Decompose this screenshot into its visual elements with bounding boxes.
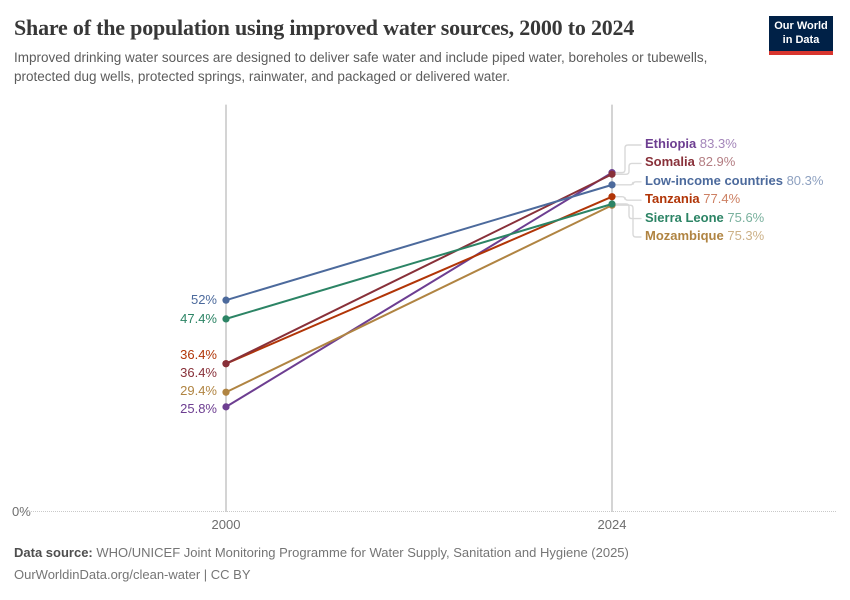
logo-line1: Our World	[774, 20, 828, 32]
series-end-point-somalia[interactable]	[608, 170, 616, 178]
series-line-mozambique[interactable]	[225, 204, 613, 394]
label-connector-tanzania	[615, 195, 642, 201]
data-source-line: Data source: WHO/UNICEF Joint Monitoring…	[14, 542, 629, 564]
series-start-point-somalia[interactable]	[222, 360, 230, 368]
chart-footer: Data source: WHO/UNICEF Joint Monitoring…	[14, 542, 629, 586]
x-tick-2024: 2024	[597, 517, 627, 532]
series-start-value-low-income-countries[interactable]: 52%	[190, 292, 217, 308]
chart-title: Share of the population using improved w…	[14, 15, 635, 40]
series-line-ethiopia[interactable]	[225, 171, 613, 408]
series-name: Somalia	[645, 154, 695, 170]
series-end-point-tanzania[interactable]	[608, 193, 616, 201]
series-start-value-mozambique[interactable]: 29.4%	[180, 382, 217, 398]
series-start-value-somalia[interactable]: 36.4%	[180, 364, 217, 380]
series-name: Ethiopia	[645, 136, 697, 151]
label-connector-mozambique	[615, 204, 642, 238]
series-end-point-low-income-countries[interactable]	[608, 181, 616, 189]
series-start-point-mozambique[interactable]	[222, 388, 230, 396]
series-line-tanzania[interactable]	[225, 195, 613, 365]
chart-subtitle: Improved drinking water sources are desi…	[14, 50, 708, 85]
series-start-point-ethiopia[interactable]	[222, 403, 230, 411]
series-start-point-sierra-leone[interactable]	[222, 315, 230, 323]
series-start-point-low-income-countries[interactable]	[222, 296, 230, 304]
series-end-point-sierra-leone[interactable]	[608, 200, 616, 208]
owid-logo[interactable]: Our World in Data	[769, 16, 833, 55]
series-start-value-sierra-leone[interactable]: 47.4%	[180, 310, 217, 326]
series-end-value: 75.6%	[723, 209, 765, 225]
series-name: Mozambique	[645, 228, 724, 243]
label-connector-sierra-leone	[615, 203, 642, 220]
series-end-value: 82.9%	[694, 154, 736, 170]
series-start-value-tanzania[interactable]: 36.4%	[180, 346, 217, 362]
series-label-low-income-countries[interactable]: Low-income countries 80.3%	[645, 173, 823, 188]
series-start-value-ethiopia[interactable]: 25.8%	[180, 400, 217, 416]
label-connector-somalia	[615, 162, 642, 175]
series-label-somalia[interactable]: Somalia 82.9%	[645, 154, 735, 169]
series-end-value: 75.3%	[723, 228, 765, 243]
series-line-somalia[interactable]	[225, 173, 613, 365]
citation-line[interactable]: OurWorldinData.org/clean-water | CC BY	[14, 567, 251, 583]
series-name: Sierra Leone	[645, 209, 724, 225]
series-line-low-income-countries[interactable]	[225, 183, 613, 302]
series-name: Low-income countries	[645, 172, 783, 188]
label-connector-ethiopia	[615, 144, 642, 174]
data-source-text: WHO/UNICEF Joint Monitoring Programme fo…	[96, 545, 629, 560]
logo-line2: in Data	[782, 33, 820, 46]
series-label-mozambique[interactable]: Mozambique 75.3%	[645, 228, 764, 243]
series-name: Tanzania	[645, 191, 700, 207]
series-label-sierra-leone[interactable]: Sierra Leone 75.6%	[645, 210, 764, 225]
series-end-value: 83.3%	[696, 136, 737, 151]
series-line-sierra-leone[interactable]	[225, 203, 613, 320]
y-axis-zero-label: 0%	[12, 504, 31, 519]
series-label-tanzania[interactable]: Tanzania 77.4%	[645, 191, 740, 206]
series-end-value: 77.4%	[699, 191, 741, 207]
series-label-ethiopia[interactable]: Ethiopia 83.3%	[645, 136, 737, 151]
zero-gridline	[29, 511, 836, 512]
data-source-label: Data source:	[14, 545, 93, 560]
label-connector-low-income-countries	[615, 181, 642, 186]
series-end-value: 80.3%	[782, 172, 824, 188]
x-tick-2000: 2000	[211, 517, 241, 532]
